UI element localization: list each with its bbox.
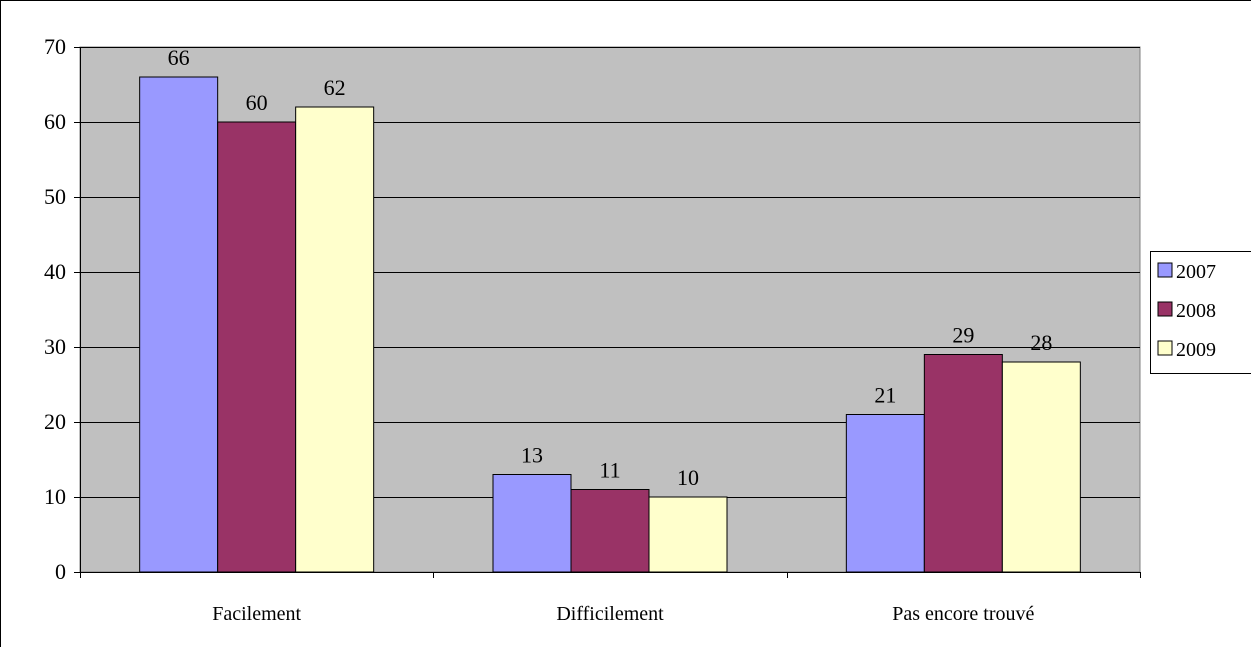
x-tick-label: Facilement xyxy=(212,603,301,625)
y-tick-label: 40 xyxy=(44,259,66,284)
x-tick-label: Difficilement xyxy=(556,603,664,625)
y-tick-label: 10 xyxy=(44,484,66,509)
bar-2007-2 xyxy=(846,415,924,573)
legend-swatch-2008 xyxy=(1158,302,1172,316)
legend-swatch-2007 xyxy=(1158,263,1172,277)
bar-2009-0 xyxy=(296,107,374,572)
bar-2008-2 xyxy=(924,355,1002,573)
data-label: 10 xyxy=(677,465,699,490)
y-tick-label: 30 xyxy=(44,334,66,359)
data-label: 28 xyxy=(1030,330,1052,355)
x-tick-label: Pas encore trouvé xyxy=(892,603,1034,625)
y-tick-label: 70 xyxy=(44,34,66,59)
data-label: 11 xyxy=(599,458,620,483)
x-tick-labels: Facilement Difficilement Pas encore trouvé xyxy=(212,603,1034,625)
legend-label: 2009 xyxy=(1176,339,1216,361)
y-tick-labels: 0 10 20 30 40 50 60 70 xyxy=(44,34,66,584)
data-label: 60 xyxy=(246,90,268,115)
legend-label: 2008 xyxy=(1176,300,1216,322)
bar-2007-1 xyxy=(493,475,571,573)
data-label: 29 xyxy=(952,323,974,348)
bar-2008-1 xyxy=(571,490,649,573)
bar-2008-0 xyxy=(218,122,296,572)
y-tick-label: 60 xyxy=(44,109,66,134)
legend: 2007 2008 2009 xyxy=(1151,252,1251,374)
y-tick-label: 0 xyxy=(55,559,66,584)
data-label: 13 xyxy=(521,443,543,468)
bar-2009-2 xyxy=(1002,362,1080,572)
data-label: 62 xyxy=(324,75,346,100)
bar-2007-0 xyxy=(140,77,218,572)
bar-2009-1 xyxy=(649,497,727,572)
data-label: 66 xyxy=(168,45,190,70)
y-tick-label: 50 xyxy=(44,184,66,209)
legend-label: 2007 xyxy=(1176,261,1216,283)
y-tick-label: 20 xyxy=(44,409,66,434)
data-label: 21 xyxy=(874,383,896,408)
legend-swatch-2009 xyxy=(1158,341,1172,355)
